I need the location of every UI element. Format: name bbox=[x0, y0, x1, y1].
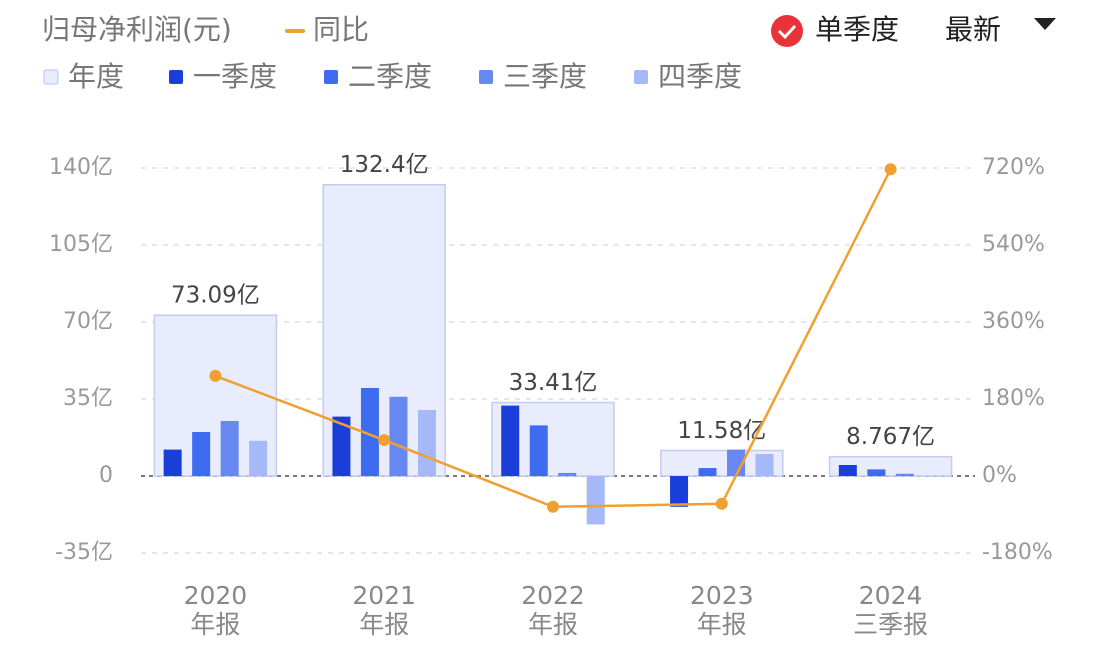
legend-label: 一季度 bbox=[193, 60, 277, 93]
y2-tick-label: 540% bbox=[982, 232, 1045, 257]
chart-title: 归母净利润(元) bbox=[42, 13, 232, 46]
quarter-bar bbox=[755, 454, 774, 476]
y2-tick-label: 360% bbox=[982, 309, 1045, 334]
legend-marker bbox=[324, 70, 338, 84]
check-icon[interactable] bbox=[771, 15, 803, 47]
y2-tick-label: 720% bbox=[982, 155, 1045, 180]
x-tick-label: 年报 bbox=[359, 610, 409, 639]
sort-select[interactable]: 最新 bbox=[945, 13, 1001, 46]
y-tick-label: 70亿 bbox=[63, 309, 113, 334]
quarter-bar bbox=[332, 416, 351, 476]
value-label: 11.58亿 bbox=[677, 418, 766, 444]
quarter-bar bbox=[163, 449, 182, 476]
mode-toggle[interactable]: 单季度 bbox=[815, 13, 899, 46]
legend-label: 同比 bbox=[313, 13, 369, 46]
value-label: 73.09亿 bbox=[171, 283, 260, 309]
quarter-bar bbox=[586, 476, 605, 525]
y-tick-label: 35亿 bbox=[63, 386, 113, 411]
x-tick-label: 2024 bbox=[859, 581, 923, 610]
y2-tick-label: 180% bbox=[982, 386, 1045, 411]
x-tick-label: 2020 bbox=[184, 581, 248, 610]
x-tick-label: 三季报 bbox=[853, 610, 928, 639]
growth-point bbox=[547, 500, 559, 513]
quarter-bar bbox=[838, 465, 857, 476]
quarter-bar bbox=[501, 405, 520, 476]
y2-tick-label: 0% bbox=[982, 463, 1017, 488]
x-tick-label: 2023 bbox=[690, 581, 754, 610]
x-tick-label: 年报 bbox=[190, 610, 240, 639]
legend-marker bbox=[43, 69, 59, 85]
legend-marker bbox=[169, 70, 183, 84]
y2-tick-label: -180% bbox=[982, 540, 1053, 565]
quarter-bar bbox=[220, 421, 239, 476]
quarter-bar bbox=[529, 425, 548, 476]
x-tick-label: 年报 bbox=[697, 610, 747, 639]
legend-marker bbox=[634, 70, 648, 84]
quarter-bar bbox=[670, 476, 689, 507]
quarter-bar bbox=[558, 472, 577, 476]
legend-label: 四季度 bbox=[658, 60, 742, 93]
y-tick-label: 105亿 bbox=[49, 232, 113, 257]
quarter-bar bbox=[249, 440, 268, 476]
value-label: 33.41亿 bbox=[509, 370, 598, 396]
legend-marker bbox=[479, 70, 493, 84]
dropdown-arrow[interactable] bbox=[1034, 18, 1056, 30]
legend-label: 三季度 bbox=[503, 60, 587, 93]
quarter-bar bbox=[389, 396, 408, 476]
value-label: 8.767亿 bbox=[846, 424, 935, 450]
quarter-bar bbox=[895, 473, 914, 476]
growth-point bbox=[378, 434, 391, 447]
check-mark bbox=[777, 24, 797, 40]
y-tick-label: 0 bbox=[99, 463, 113, 488]
x-tick-label: 年报 bbox=[528, 610, 578, 639]
y-tick-label: 140亿 bbox=[49, 155, 113, 180]
quarter-bar bbox=[417, 410, 436, 476]
quarter-bar bbox=[192, 432, 211, 476]
y-tick-label: -35亿 bbox=[55, 540, 113, 565]
value-label: 132.4亿 bbox=[340, 152, 429, 178]
growth-point bbox=[884, 163, 897, 176]
year-bar bbox=[828, 455, 953, 477]
growth-point bbox=[209, 369, 222, 382]
x-tick-label: 2021 bbox=[352, 581, 416, 610]
quarter-bar bbox=[360, 388, 379, 476]
growth-point bbox=[715, 497, 728, 510]
x-tick-label: 2022 bbox=[521, 581, 585, 610]
quarter-bar bbox=[698, 468, 717, 476]
legend-label: 年度 bbox=[68, 60, 124, 93]
legend-label: 二季度 bbox=[348, 60, 432, 93]
quarter-bar bbox=[867, 469, 886, 476]
